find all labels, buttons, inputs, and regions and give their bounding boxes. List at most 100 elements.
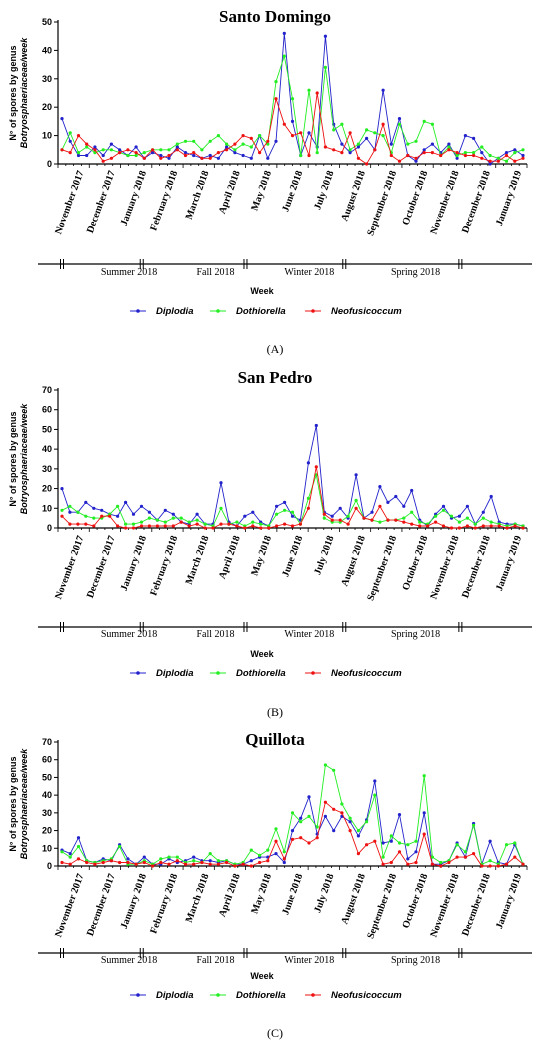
data-point-diplodia — [480, 151, 484, 155]
legend-label: Dothiorella — [236, 990, 286, 1001]
data-point-diplodia — [406, 857, 410, 861]
x-tick-label: November 2018 — [428, 534, 461, 600]
data-point-dothiorella — [397, 841, 402, 845]
y-axis-label: Botryosphaeriaceae/week — [19, 403, 29, 515]
data-point-neofusicoccum — [441, 524, 446, 528]
legend-label: Diplodia — [156, 306, 193, 317]
data-point-neofusicoccum — [126, 148, 130, 152]
data-point-neofusicoccum — [118, 860, 122, 865]
data-point-diplodia — [307, 131, 311, 135]
y-tick-label: 70 — [42, 737, 52, 747]
data-point-diplodia — [422, 148, 426, 152]
data-point-neofusicoccum — [463, 153, 467, 158]
y-axis-label: Botryosphaeriaceae/week — [19, 37, 29, 149]
data-point-dothiorella — [195, 518, 199, 522]
data-point-diplodia — [373, 779, 377, 783]
data-point-diplodia — [381, 88, 385, 92]
data-point-diplodia — [356, 834, 360, 838]
data-point-diplodia — [283, 500, 287, 504]
data-point-dothiorella — [92, 516, 96, 520]
data-point-neofusicoccum — [76, 522, 80, 526]
data-point-dothiorella — [354, 498, 358, 502]
data-point-neofusicoccum — [266, 859, 270, 863]
data-point-diplodia — [504, 151, 509, 155]
data-point-neofusicoccum — [373, 148, 377, 152]
y-axis-label: N° of spores by genus — [8, 411, 18, 506]
data-point-diplodia — [389, 142, 393, 146]
season-label: Fall 2018 — [196, 267, 234, 278]
season-label: Winter 2018 — [284, 955, 334, 966]
data-point-neofusicoccum — [84, 522, 88, 526]
data-point-diplodia — [109, 142, 113, 146]
data-point-dothiorella — [410, 510, 414, 514]
legend-marker — [311, 309, 315, 313]
data-point-dothiorella — [131, 522, 136, 526]
data-point-neofusicoccum — [397, 850, 402, 854]
data-point-neofusicoccum — [241, 862, 245, 866]
data-point-dothiorella — [306, 496, 310, 500]
data-point-dothiorella — [441, 508, 446, 512]
y-axis-label: N° of spores by genus — [8, 756, 18, 851]
data-point-diplodia — [151, 151, 155, 155]
data-point-neofusicoccum — [92, 524, 96, 528]
data-point-diplodia — [274, 852, 278, 856]
data-point-neofusicoccum — [175, 859, 179, 863]
chart-panel-2: San Pedro N° of spores by genus Botryospha… — [8, 368, 532, 719]
legend-marker — [216, 993, 220, 997]
data-point-neofusicoccum — [362, 516, 366, 520]
panel-caption: (B) — [267, 705, 283, 719]
data-point-dothiorella — [171, 516, 175, 520]
x-tick-label: September 2018 — [365, 169, 399, 237]
data-point-diplodia — [394, 494, 398, 499]
data-point-diplodia — [282, 860, 286, 865]
y-tick-label: 10 — [42, 843, 52, 853]
y-tick-label: 0 — [47, 523, 52, 533]
data-point-neofusicoccum — [68, 862, 72, 866]
data-point-diplodia — [274, 139, 278, 143]
season-label: Summer 2018 — [101, 955, 157, 966]
data-point-diplodia — [159, 153, 163, 158]
x-tick-label: August 2018 — [339, 169, 367, 223]
data-point-dothiorella — [365, 128, 369, 132]
data-point-neofusicoccum — [449, 526, 454, 530]
data-point-neofusicoccum — [513, 524, 517, 528]
x-tick-label: June 2018 — [280, 534, 305, 578]
data-point-dothiorella — [348, 816, 352, 820]
data-point-neofusicoccum — [455, 855, 459, 859]
data-point-dothiorella — [473, 522, 477, 526]
legend-label: Diplodia — [156, 668, 193, 679]
data-point-dothiorella — [414, 139, 418, 143]
data-point-diplodia — [192, 855, 196, 859]
data-point-diplodia — [314, 423, 318, 428]
data-point-dothiorella — [163, 520, 167, 524]
x-tick-label: May 2018 — [249, 872, 274, 915]
data-point-dothiorella — [307, 88, 311, 92]
data-point-dothiorella — [521, 148, 525, 152]
data-point-neofusicoccum — [410, 522, 414, 526]
data-point-dothiorella — [192, 859, 196, 863]
data-point-neofusicoccum — [147, 524, 151, 528]
data-point-diplodia — [282, 31, 286, 35]
data-point-neofusicoccum — [354, 506, 358, 510]
data-point-neofusicoccum — [167, 153, 171, 158]
data-point-diplodia — [126, 857, 130, 861]
panel-caption: (A) — [267, 342, 284, 356]
data-point-neofusicoccum — [216, 862, 220, 866]
data-point-neofusicoccum — [68, 522, 72, 526]
data-point-neofusicoccum — [267, 526, 271, 530]
data-point-dothiorella — [68, 504, 72, 508]
data-point-neofusicoccum — [365, 162, 369, 166]
data-point-diplodia — [171, 512, 175, 516]
data-point-neofusicoccum — [481, 524, 485, 528]
data-point-neofusicoccum — [307, 841, 311, 845]
data-point-dothiorella — [142, 151, 146, 155]
data-point-dothiorella — [167, 148, 171, 152]
data-point-neofusicoccum — [131, 526, 136, 530]
y-tick-label: 50 — [42, 424, 52, 434]
data-point-neofusicoccum — [299, 131, 303, 135]
data-point-dothiorella — [274, 80, 278, 84]
data-point-neofusicoccum — [496, 864, 500, 868]
data-point-diplodia — [389, 839, 393, 843]
data-point-diplodia — [330, 514, 334, 518]
data-point-neofusicoccum — [266, 139, 270, 143]
